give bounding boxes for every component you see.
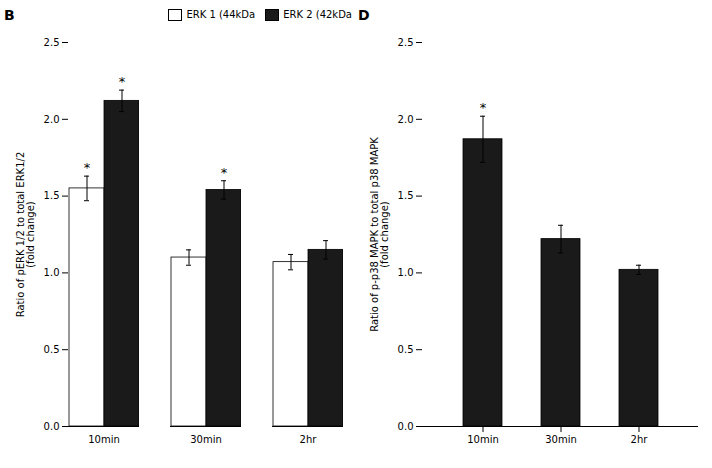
svg-text:10min: 10min (88, 434, 120, 445)
svg-text:1.5: 1.5 (398, 190, 414, 201)
svg-text:2.0: 2.0 (398, 114, 414, 125)
svg-text:0.0: 0.0 (398, 421, 414, 432)
svg-text:Ratio of p-p38 MAPK to total p: Ratio of p-p38 MAPK to total p38 MAPK(fo… (369, 137, 390, 332)
svg-text:*: * (221, 165, 228, 180)
svg-text:2.5: 2.5 (398, 37, 414, 48)
svg-text:1.0: 1.0 (44, 267, 60, 278)
svg-text:*: * (84, 160, 91, 175)
svg-text:1.0: 1.0 (398, 267, 414, 278)
svg-text:30min: 30min (190, 434, 222, 445)
svg-text:0.0: 0.0 (44, 421, 60, 432)
svg-text:*: * (119, 74, 126, 89)
svg-text:1.5: 1.5 (44, 190, 60, 201)
svg-text:0.5: 0.5 (44, 344, 60, 355)
svg-text:2.0: 2.0 (44, 114, 60, 125)
svg-text:0.5: 0.5 (398, 344, 414, 355)
svg-text:30min: 30min (545, 434, 577, 445)
svg-text:10min: 10min (467, 434, 499, 445)
svg-text:2hr: 2hr (631, 434, 649, 445)
html-text:ERK 2 (42kDa: ERK 2 (42kDa (283, 9, 352, 20)
html-text:ERK 1 (44kDa: ERK 1 (44kDa (186, 9, 256, 20)
html-text:D: D (358, 7, 370, 23)
svg-text:*: * (480, 100, 487, 115)
html-text:B: B (4, 7, 15, 23)
svg-text:2.5: 2.5 (44, 37, 60, 48)
svg-text:Ratio of pERK 1/2 to total ERK: Ratio of pERK 1/2 to total ERK1/2(fold c… (15, 152, 36, 317)
svg-text:2hr: 2hr (300, 434, 318, 445)
